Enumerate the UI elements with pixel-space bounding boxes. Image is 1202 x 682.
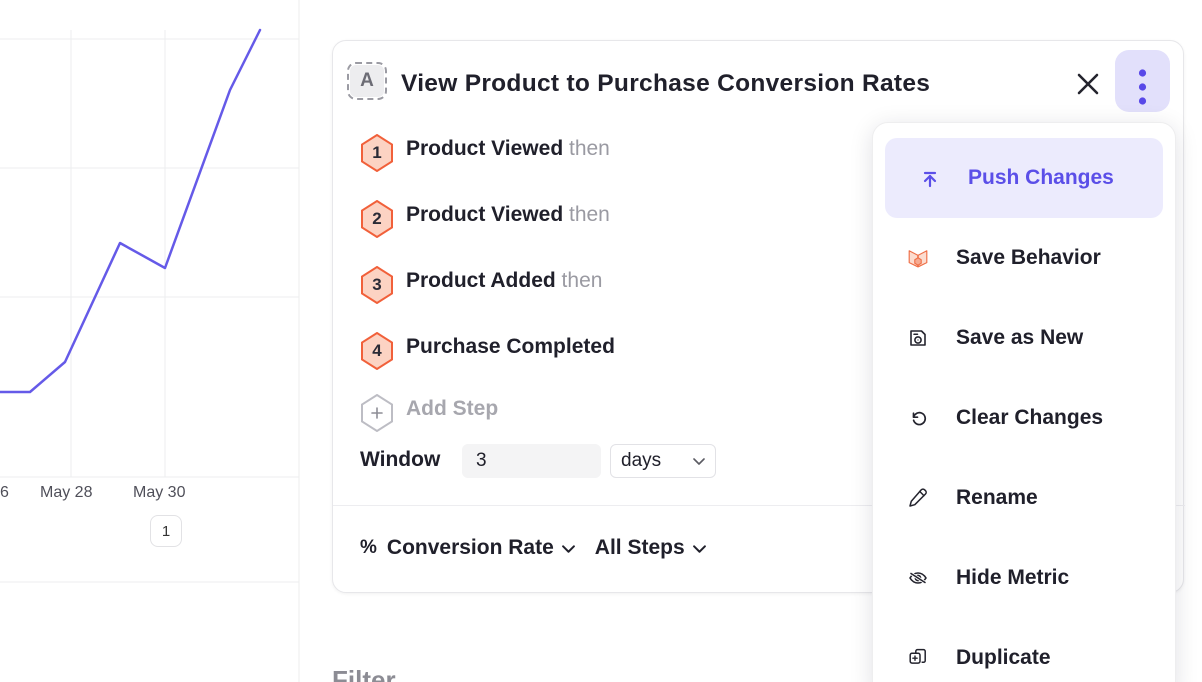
svg-text:May 30: May 30 [133,484,186,501]
svg-text:May 28: May 28 [40,484,93,501]
svg-text:6: 6 [0,484,9,501]
